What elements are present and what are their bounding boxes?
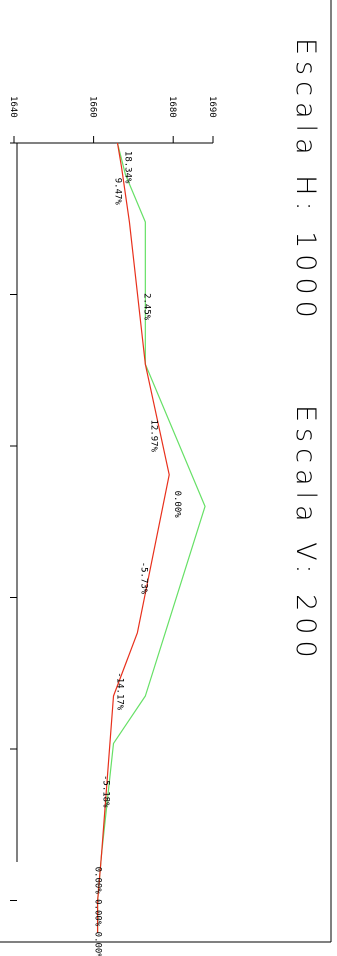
elevation-tick-label: 1680	[167, 96, 177, 118]
scale-v-title: Escala V: 200	[290, 405, 321, 664]
slope-label: 18.34%	[122, 151, 132, 184]
profile-lines	[96, 142, 206, 933]
elevation-tick-label: 1660	[88, 96, 98, 118]
slope-label: 0.00%	[172, 491, 182, 519]
slope-label: -5.73%	[138, 562, 148, 595]
terrain-profile-line	[96, 142, 206, 933]
station-ticks	[10, 142, 17, 901]
slope-label: -5.18%	[101, 775, 111, 808]
slope-label: 0.00% 0.00% 0.00%	[93, 867, 103, 956]
elevation-tick-label: 1690	[207, 96, 217, 118]
slope-labels: 18.34%9.47% 2.45% 12.97% 0.00% -5.73% -14.17%…	[93, 151, 183, 956]
design-profile-line	[96, 142, 170, 933]
slope-label: 12.97%	[148, 420, 158, 453]
scale-h-title: Escala H: 1000	[290, 38, 321, 324]
elevation-ticks: 1640 1660 1680 1690	[8, 96, 217, 143]
slope-label: -14.17%	[114, 672, 124, 711]
slope-label: 9.47%	[112, 178, 122, 206]
elevation-tick-label: 1640	[8, 96, 18, 118]
slope-label: 2.45%	[142, 293, 152, 321]
